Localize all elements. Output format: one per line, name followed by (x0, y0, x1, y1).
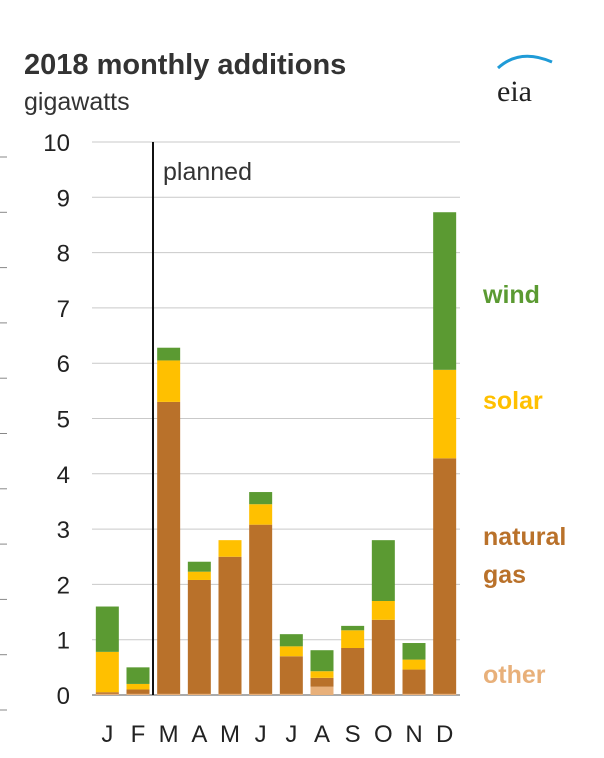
x-tick-label: O (374, 721, 393, 748)
y-axis-ticks: 0 1 2 3 4 5 6 7 8 9 10 (43, 130, 70, 710)
bar-segment-wind (402, 643, 426, 660)
bars (95, 212, 457, 695)
x-tick-label: A (191, 721, 207, 748)
legend-label-natural-gas: natural (483, 523, 566, 551)
bar-segment-solar (371, 600, 395, 620)
y-tick-label: 1 (57, 628, 70, 655)
chart-subtitle: gigawatts (24, 88, 130, 116)
bar-segment-other (249, 693, 273, 695)
x-tick-label: F (131, 721, 146, 748)
legend: other natural gas solar wind (482, 281, 566, 689)
bar-segment-wind (187, 561, 211, 572)
x-tick-label: M (220, 721, 240, 748)
eia-logo-arc (496, 54, 553, 70)
bar-segment-solar (126, 683, 150, 690)
y-tick-label: 2 (57, 572, 70, 599)
bar-segment-other (218, 693, 242, 695)
x-tick-label: S (345, 721, 361, 748)
x-tick-label: D (436, 721, 453, 748)
bar-segment-other (279, 693, 303, 695)
y-tick-label: 3 (57, 517, 70, 544)
y-tick-label: 0 (57, 683, 70, 710)
bar-segment-other (187, 693, 211, 695)
bar-segment-solar (218, 540, 242, 557)
bar-segment-solar (249, 504, 273, 525)
y-tick-label: 4 (57, 462, 70, 489)
bar-segment-other (126, 693, 150, 695)
bar-segment-wind (157, 347, 181, 361)
x-tick-label: J (101, 721, 113, 748)
y-tick-label: 7 (57, 296, 70, 323)
x-tick-label: M (159, 721, 179, 748)
bar-segment-natural-gas (341, 647, 365, 694)
x-tick-label: N (405, 721, 422, 748)
bar-segment-natural-gas (279, 656, 303, 694)
bar-segment-solar (402, 659, 426, 670)
bar-segment-other (371, 693, 395, 695)
y-tick-label: 9 (57, 185, 70, 212)
legend-label-other: other (483, 661, 546, 689)
x-tick-label: J (255, 721, 267, 748)
eia-logo: eia (496, 54, 553, 108)
bar-segment-natural-gas (157, 401, 181, 694)
bar-segment-wind (95, 606, 119, 652)
bar-segment-wind (249, 492, 273, 505)
bar-segment-solar (95, 651, 119, 693)
bar-segment-other (95, 693, 119, 695)
chart-title: 2018 monthly additions (24, 49, 346, 81)
bar-segment-wind (126, 667, 150, 684)
bar-segment-solar (157, 360, 181, 402)
bar-segment-natural-gas (402, 669, 426, 694)
legend-label-natural-gas: gas (483, 561, 526, 589)
y-tick-label: 10 (43, 130, 70, 157)
bar-segment-wind (371, 540, 395, 601)
bar-segment-solar (279, 646, 303, 657)
bar-segment-wind (433, 212, 457, 370)
bar-segment-other (157, 693, 181, 695)
bar-segment-solar (433, 369, 457, 459)
legend-label-wind: wind (482, 281, 540, 309)
bar-segment-natural-gas (249, 524, 273, 694)
x-tick-label: J (285, 721, 297, 748)
y-tick-label: 8 (57, 241, 70, 268)
bar-segment-other (341, 693, 365, 695)
bar-segment-natural-gas (433, 458, 457, 694)
bar-segment-wind (310, 650, 334, 672)
planned-annotation: planned (163, 158, 252, 186)
bar-segment-natural-gas (218, 556, 242, 694)
bar-segment-other (402, 693, 426, 695)
bar-segment-solar (310, 671, 334, 678)
y-tick-label: 6 (57, 351, 70, 378)
bar-segment-natural-gas (371, 619, 395, 694)
bar-segment-natural-gas (126, 689, 150, 694)
bar-segment-natural-gas (310, 677, 334, 687)
bar-segment-natural-gas (95, 692, 119, 694)
y-tick-label: 5 (57, 407, 70, 434)
bar-segment-solar (187, 571, 211, 580)
x-tick-label: A (314, 721, 330, 748)
bar-segment-other (433, 693, 457, 695)
bar-segment-wind (279, 634, 303, 647)
bar-segment-wind (341, 625, 365, 631)
legend-label-solar: solar (483, 387, 543, 415)
bar-segment-natural-gas (187, 579, 211, 694)
bar-segment-other (310, 686, 334, 695)
bar-segment-solar (341, 630, 365, 648)
eia-logo-text: eia (497, 75, 532, 108)
